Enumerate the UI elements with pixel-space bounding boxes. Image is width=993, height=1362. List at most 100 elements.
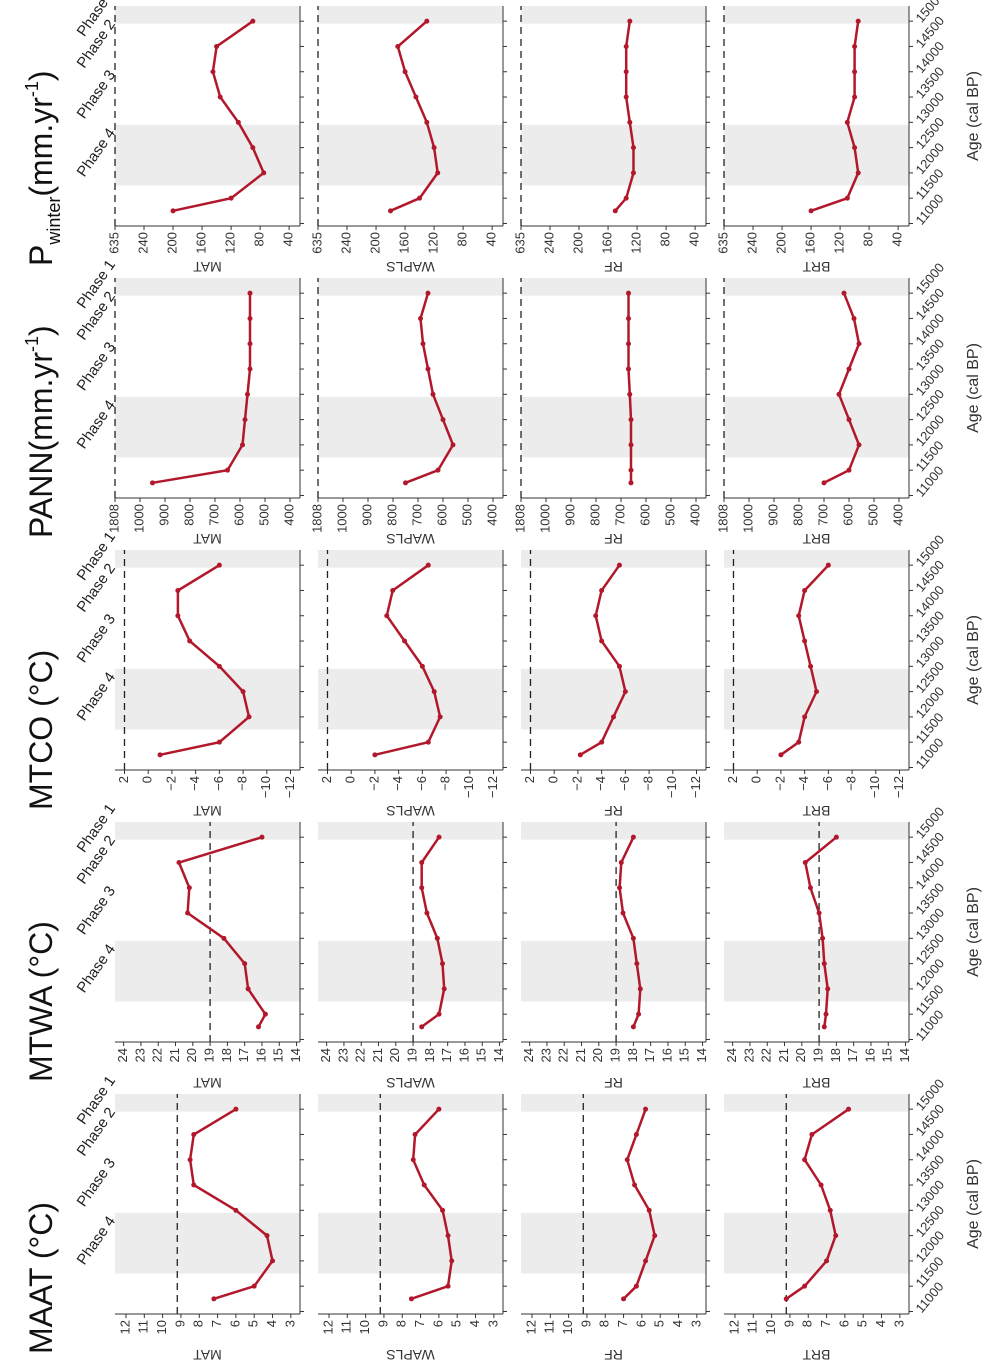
- y-tick-label: 23: [538, 1048, 553, 1062]
- data-point: [402, 638, 408, 644]
- y-tick-label: −4: [796, 776, 811, 791]
- y-tick-label: 6: [227, 1320, 242, 1327]
- data-point: [425, 562, 431, 568]
- y-axis-label: WAPLS: [386, 1347, 435, 1362]
- x-axis-label: Age (cal BP): [965, 343, 982, 433]
- data-point: [833, 1233, 839, 1239]
- data-point: [425, 290, 431, 296]
- phase-shade: [724, 124, 909, 186]
- data-point: [410, 1157, 416, 1163]
- y-tick-label: −8: [641, 776, 656, 791]
- data-point: [221, 935, 227, 941]
- y-tick-label: 23: [132, 1048, 147, 1062]
- data-point: [821, 961, 827, 967]
- data-point: [855, 170, 861, 176]
- y-tick-label: 22: [353, 1048, 368, 1062]
- data-point: [150, 480, 155, 486]
- y-tick-label: 4: [670, 1320, 685, 1327]
- phase-shade: [521, 1212, 706, 1274]
- y-tick-label: 500: [662, 504, 677, 526]
- y-tick-label: 17: [845, 1048, 860, 1062]
- y-tick-label: 15: [474, 1048, 489, 1062]
- y-tick-label: 10: [763, 1320, 778, 1334]
- data-point: [233, 1207, 239, 1213]
- data-point: [235, 119, 241, 125]
- x-axis-label: Age (cal BP): [965, 71, 982, 161]
- phase-shade: [318, 550, 503, 568]
- data-point: [825, 986, 831, 992]
- y-tick-label: 21: [573, 1048, 588, 1062]
- data-point: [632, 1182, 638, 1188]
- y-tick-label: 5: [246, 1320, 261, 1327]
- data-point: [425, 739, 431, 745]
- y-tick-label: 160: [193, 232, 208, 254]
- phase-shade: [115, 940, 300, 1002]
- phase-shade: [724, 550, 909, 568]
- y-tick-label: −8: [844, 776, 859, 791]
- y-tick-label: 1808: [309, 504, 324, 533]
- data-point: [599, 638, 605, 644]
- data-point: [796, 613, 802, 619]
- y-tick-label: 600: [434, 504, 449, 526]
- data-point: [256, 1024, 262, 1030]
- y-axis-label: BRT: [802, 259, 830, 275]
- data-point: [175, 613, 181, 619]
- phase-shade: [115, 1212, 300, 1274]
- title-part: PANN(mm.yr: [23, 352, 59, 538]
- y-tick-label: 5: [855, 1320, 870, 1327]
- y-tick-label: 160: [396, 232, 411, 254]
- data-point: [577, 752, 583, 758]
- y-tick-label: 1000: [740, 504, 755, 533]
- data-point: [245, 986, 251, 992]
- title-part: MAAT (°C): [23, 1202, 59, 1354]
- y-axis-label: RF: [604, 531, 623, 547]
- data-point: [247, 341, 253, 347]
- y-tick-label: 15: [677, 1048, 692, 1062]
- data-point: [439, 961, 445, 967]
- data-point: [431, 145, 437, 151]
- data-point: [620, 910, 626, 916]
- data-point: [846, 366, 852, 372]
- data-point: [251, 1283, 257, 1289]
- y-tick-label: −2: [366, 776, 381, 791]
- y-tick-label: 19: [811, 1048, 826, 1062]
- data-point: [175, 587, 181, 593]
- title-part: (mm.yr: [23, 97, 59, 197]
- y-tick-label: −12: [485, 776, 500, 798]
- y-tick-label: 18: [422, 1048, 437, 1062]
- data-point: [833, 834, 839, 840]
- data-point: [636, 1011, 642, 1017]
- y-tick-label: 635: [309, 232, 324, 254]
- y-tick-label: 12: [320, 1320, 335, 1334]
- y-tick-label: 24: [724, 1048, 739, 1062]
- data-point: [852, 69, 858, 75]
- data-point: [841, 290, 847, 296]
- data-point: [856, 341, 862, 347]
- data-point: [628, 442, 634, 448]
- data-point: [820, 935, 826, 941]
- y-tick-label: 15: [880, 1048, 895, 1062]
- y-tick-label: 120: [223, 232, 238, 254]
- data-point: [245, 391, 250, 397]
- data-point: [261, 170, 267, 176]
- data-point: [652, 1233, 658, 1239]
- y-tick-label: 1000: [537, 504, 552, 533]
- y-tick-label: 10: [560, 1320, 575, 1334]
- data-point: [390, 587, 396, 593]
- data-point: [618, 859, 624, 865]
- y-axis-label: MAT: [193, 1347, 222, 1362]
- phase-shade: [724, 1094, 909, 1112]
- data-point: [844, 119, 850, 125]
- data-point: [247, 366, 253, 372]
- y-tick-label: 22: [759, 1048, 774, 1062]
- y-tick-label: 16: [456, 1048, 471, 1062]
- data-point: [807, 885, 813, 891]
- data-point: [612, 208, 618, 214]
- data-point: [814, 689, 819, 695]
- data-point: [628, 467, 634, 473]
- y-tick-label: −6: [617, 776, 632, 791]
- y-tick-label: 19: [405, 1048, 420, 1062]
- data-point: [856, 442, 862, 448]
- data-point: [424, 18, 430, 24]
- y-tick-label: 1808: [715, 504, 730, 533]
